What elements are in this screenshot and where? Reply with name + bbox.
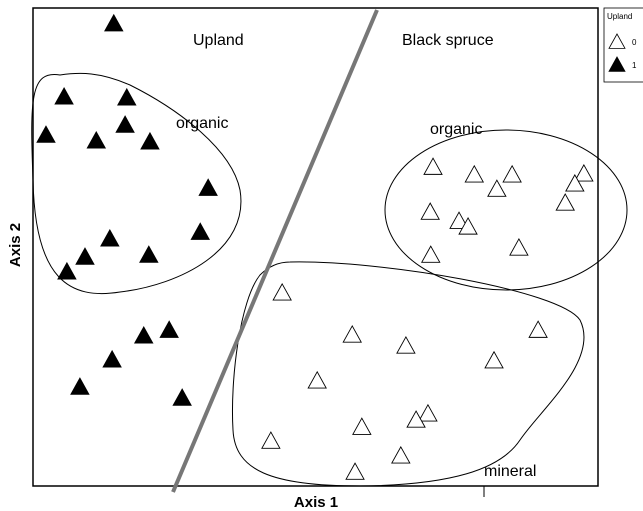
point — [133, 325, 154, 344]
group-hull — [384, 129, 628, 291]
annotation: organic — [176, 115, 228, 132]
point — [102, 349, 122, 368]
point — [345, 462, 365, 480]
legend-title: Upland — [607, 12, 632, 21]
annotation: mineral — [484, 463, 536, 480]
plot-frame — [32, 7, 599, 487]
annotation: Upland — [193, 32, 244, 49]
point — [139, 245, 159, 263]
point — [555, 193, 575, 211]
points — [36, 13, 594, 480]
point — [172, 388, 192, 406]
legend-marker — [608, 33, 626, 49]
point — [261, 431, 281, 449]
point — [104, 13, 124, 32]
point — [117, 87, 137, 106]
divider-line — [171, 9, 379, 493]
point — [100, 228, 120, 247]
point — [75, 247, 95, 265]
legend-marker — [608, 56, 626, 72]
point — [502, 164, 522, 183]
point — [140, 131, 160, 150]
point — [57, 261, 77, 280]
point — [391, 445, 411, 464]
x-axis-label: Axis 1 — [294, 494, 338, 511]
legend: 01 — [608, 33, 637, 72]
point — [406, 410, 426, 428]
point — [423, 157, 443, 175]
point — [307, 370, 327, 389]
annotation: organic — [430, 121, 482, 138]
point — [420, 202, 440, 220]
point — [342, 325, 362, 343]
point — [487, 179, 507, 197]
point — [565, 173, 585, 192]
point — [418, 403, 438, 422]
group-hull — [232, 261, 585, 487]
point — [396, 336, 416, 354]
point — [484, 350, 504, 369]
point — [528, 320, 548, 338]
legend-label: 0 — [632, 38, 637, 47]
point — [36, 125, 56, 143]
annotation: Black spruce — [402, 32, 494, 49]
point — [458, 216, 478, 235]
point — [509, 238, 529, 256]
point — [352, 417, 372, 435]
point — [420, 245, 441, 263]
point — [54, 86, 74, 105]
point — [464, 164, 485, 183]
legend-label: 1 — [632, 61, 637, 70]
point — [272, 282, 292, 301]
point — [198, 178, 218, 196]
y-axis-label: Axis 2 — [7, 223, 24, 267]
point — [190, 222, 211, 240]
point — [115, 115, 135, 133]
point — [449, 211, 469, 229]
point — [86, 130, 107, 149]
point — [159, 320, 179, 338]
point — [574, 163, 594, 182]
group-hull — [31, 72, 242, 295]
point — [70, 377, 90, 395]
